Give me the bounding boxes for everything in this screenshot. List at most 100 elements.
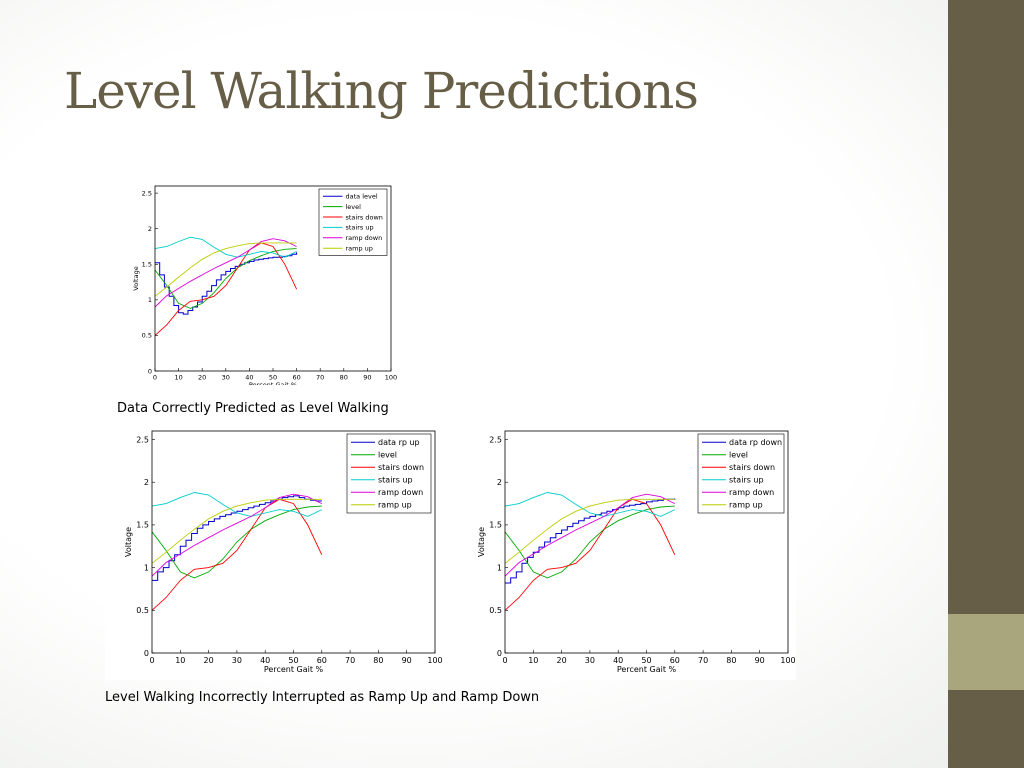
x-tick-label: 100 — [780, 656, 795, 665]
legend-label: level — [729, 451, 748, 460]
x-tick-label: 90 — [402, 656, 412, 665]
x-tick-label: 100 — [427, 656, 442, 665]
x-tick-label: 90 — [755, 656, 765, 665]
y-tick-label: 2 — [497, 478, 502, 487]
legend-label: data rp down — [729, 438, 782, 447]
x-tick-label: 70 — [698, 656, 708, 665]
legend-box — [318, 188, 388, 256]
y-axis-label: Voltage — [477, 527, 486, 557]
x-tick-label: 0 — [149, 656, 154, 665]
chart-level-walking: 0 10 20 30 40 50 60 70 80 90 100 0 0.5 1 1.5 2 2.5 Percen… — [128, 180, 400, 385]
legend-label: ramp down — [729, 488, 774, 497]
x-tick-label: 80 — [340, 374, 348, 382]
legend-label: level — [378, 451, 397, 460]
legend-label: stairs up — [729, 476, 764, 485]
series-line — [151, 505, 322, 579]
x-tick-label: 50 — [641, 656, 651, 665]
legend-label: ramp down — [378, 488, 423, 497]
legend-label: ramp up — [729, 501, 763, 510]
caption-incorrect-interruption: Level Walking Incorrectly Interrupted as… — [105, 690, 540, 705]
x-axis-label: Percent Gait % — [264, 665, 324, 674]
x-tick-label: 40 — [260, 656, 270, 665]
x-axis-label: Percent Gait % — [617, 665, 677, 674]
x-tick-label: 60 — [292, 374, 300, 382]
legend-label: data level — [346, 192, 378, 200]
sidebar-accent-block — [948, 614, 1024, 690]
legend-label: ramp down — [346, 234, 383, 242]
x-tick-label: 20 — [198, 374, 206, 382]
y-tick-label: 0 — [497, 649, 502, 658]
series-line — [152, 495, 322, 581]
x-tick-label: 20 — [204, 656, 214, 665]
legend-label: stairs up — [346, 224, 374, 232]
series-line — [151, 498, 322, 564]
series-line — [504, 505, 675, 579]
x-tick-label: 0 — [502, 656, 507, 665]
y-tick-label: 2 — [144, 478, 149, 487]
x-tick-label: 0 — [153, 374, 157, 382]
chart-ramp-down: 0 10 20 30 40 50 60 70 80 90 100 0 0.5 1 1.5 2 2.5 Percen… — [462, 425, 796, 680]
x-axis-label: Percent Gait % — [249, 381, 297, 385]
x-tick-label: 40 — [245, 374, 253, 382]
legend-label: data rp up — [378, 438, 420, 447]
x-tick-label: 40 — [613, 656, 623, 665]
x-tick-label: 70 — [345, 656, 355, 665]
x-tick-label: 10 — [528, 656, 538, 665]
caption-correct-prediction: Data Correctly Predicted as Level Walkin… — [117, 401, 389, 416]
legend-label: ramp up — [378, 501, 412, 510]
legend-label: level — [346, 203, 362, 211]
y-tick-label: 0 — [148, 367, 152, 375]
x-tick-label: 100 — [385, 374, 397, 382]
y-tick-label: 1.5 — [489, 521, 502, 530]
x-tick-label: 20 — [557, 656, 567, 665]
y-tick-label: 1.5 — [136, 521, 149, 530]
series-line — [151, 492, 322, 517]
x-tick-label: 90 — [363, 374, 371, 382]
series-line — [504, 498, 676, 611]
series-line — [151, 498, 323, 611]
series-line — [155, 252, 298, 315]
series-line — [154, 236, 297, 258]
y-tick-label: 0.5 — [136, 606, 149, 615]
y-tick-label: 2.5 — [142, 189, 152, 197]
y-axis-label: Voltage — [124, 527, 133, 557]
legend-box — [697, 433, 785, 514]
y-tick-label: 0 — [144, 649, 149, 658]
legend-label: ramp up — [346, 244, 373, 252]
y-tick-label: 1 — [148, 296, 152, 304]
x-tick-label: 80 — [726, 656, 736, 665]
x-tick-label: 50 — [288, 656, 298, 665]
x-tick-label: 10 — [175, 656, 185, 665]
y-tick-label: 2 — [148, 225, 152, 233]
y-tick-label: 2.5 — [136, 435, 149, 444]
series-line — [154, 238, 297, 308]
legend-label: stairs down — [346, 213, 383, 221]
y-tick-label: 0.5 — [142, 332, 152, 340]
slide-title: Level Walking Predictions — [64, 62, 699, 120]
chart-ramp-up: 0 10 20 30 40 50 60 70 80 90 100 0 0.5 1 1.5 2 2.5 Percen… — [105, 425, 445, 680]
legend-label: stairs up — [378, 476, 413, 485]
legend-box — [346, 433, 432, 514]
y-tick-label: 1 — [497, 563, 502, 572]
series-line — [504, 498, 675, 564]
x-tick-label: 50 — [269, 374, 277, 382]
series-line — [154, 242, 297, 297]
y-tick-label: 0.5 — [489, 606, 502, 615]
series-line — [504, 492, 675, 517]
y-tick-label: 1.5 — [142, 261, 152, 269]
x-tick-label: 10 — [174, 374, 182, 382]
legend-label: stairs down — [378, 463, 424, 472]
series-line — [505, 498, 676, 584]
y-axis-label: Voltage — [132, 266, 140, 290]
x-tick-label: 70 — [316, 374, 324, 382]
x-tick-label: 30 — [232, 656, 242, 665]
x-tick-label: 30 — [222, 374, 230, 382]
series-line — [154, 242, 298, 336]
series-line — [504, 493, 675, 577]
y-tick-label: 2.5 — [489, 435, 502, 444]
x-tick-label: 80 — [373, 656, 383, 665]
y-tick-label: 1 — [144, 563, 149, 572]
x-tick-label: 30 — [585, 656, 595, 665]
series-line — [154, 248, 297, 309]
legend-label: stairs down — [729, 463, 775, 472]
